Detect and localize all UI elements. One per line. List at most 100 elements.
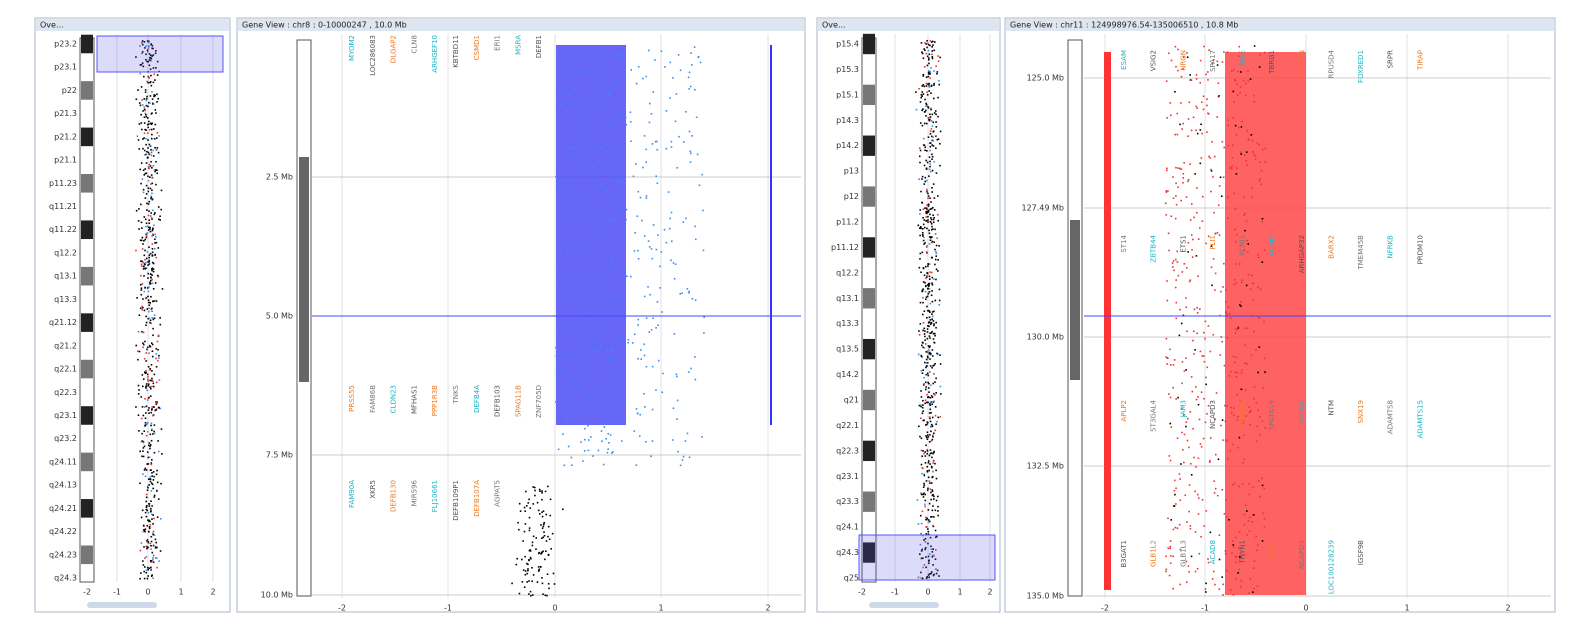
- data-point: [151, 505, 153, 507]
- data-point: [933, 373, 935, 375]
- data-point: [150, 363, 153, 366]
- data-point: [150, 137, 153, 140]
- data-point: [572, 96, 575, 99]
- data-point: [143, 106, 146, 108]
- data-point: [145, 115, 148, 118]
- data-point: [930, 128, 933, 130]
- data-point: [139, 72, 142, 75]
- data-point: [688, 88, 691, 90]
- data-point: [925, 102, 927, 105]
- data-point: [156, 132, 159, 134]
- scrollbar[interactable]: [869, 602, 939, 608]
- data-point: [923, 327, 926, 330]
- data-point: [595, 349, 598, 352]
- data-point: [542, 525, 545, 528]
- data-point: [555, 401, 557, 403]
- data-point: [927, 521, 930, 524]
- data-point: [923, 219, 926, 221]
- data-point: [542, 510, 545, 513]
- data-point: [607, 360, 610, 362]
- data-point: [925, 556, 927, 558]
- data-point: [1211, 284, 1213, 287]
- data-point: [915, 108, 918, 111]
- data-point: [139, 482, 141, 485]
- data-point: [536, 581, 539, 583]
- data-point: [929, 163, 932, 165]
- data-point: [1243, 434, 1245, 437]
- data-point: [928, 454, 931, 457]
- data-point: [140, 122, 143, 124]
- data-point: [637, 318, 640, 321]
- data-point: [1183, 433, 1186, 436]
- data-point: [1189, 219, 1192, 221]
- data-point: [583, 336, 586, 339]
- data-point: [1206, 104, 1208, 107]
- data-point: [156, 60, 159, 63]
- data-point: [1248, 406, 1250, 408]
- data-point: [1235, 173, 1238, 175]
- data-point: [1189, 79, 1192, 81]
- data-point: [668, 227, 671, 230]
- data-point: [1223, 262, 1225, 265]
- data-point: [927, 509, 930, 511]
- scrollbar[interactable]: [87, 602, 157, 608]
- data-point: [635, 82, 638, 85]
- data-point: [152, 300, 154, 303]
- data-point: [149, 480, 152, 483]
- data-point: [926, 396, 929, 399]
- data-point: [929, 358, 931, 360]
- data-point: [937, 213, 939, 216]
- gene-label: VSIG2: [1150, 50, 1158, 71]
- data-point: [920, 271, 922, 274]
- data-point: [150, 123, 153, 126]
- data-point: [140, 221, 143, 224]
- data-point: [931, 283, 934, 286]
- data-point: [1168, 393, 1170, 395]
- data-point: [937, 115, 939, 118]
- data-point: [1185, 425, 1187, 428]
- data-point: [153, 94, 155, 96]
- data-point: [141, 99, 143, 101]
- data-point: [648, 121, 651, 124]
- data-point: [144, 249, 146, 252]
- data-point: [922, 329, 924, 332]
- data-point: [150, 84, 153, 87]
- band-label: q13.3: [54, 295, 77, 304]
- data-point: [149, 226, 151, 229]
- data-point: [150, 128, 153, 131]
- data-point: [150, 422, 153, 425]
- data-point: [922, 235, 924, 237]
- data-point: [929, 408, 932, 411]
- data-point: [920, 404, 922, 406]
- data-point: [539, 490, 541, 492]
- gene-label: MFHAS1: [410, 385, 418, 414]
- data-point: [645, 197, 648, 199]
- data-point: [1257, 256, 1260, 259]
- data-point: [1257, 253, 1259, 256]
- data-point: [147, 60, 149, 63]
- data-point: [528, 516, 531, 519]
- data-point: [152, 514, 154, 516]
- data-point: [153, 169, 156, 171]
- data-point: [926, 316, 928, 319]
- data-point: [925, 284, 927, 287]
- data-point: [147, 264, 149, 266]
- data-point: [563, 464, 566, 467]
- data-point: [1193, 216, 1195, 219]
- data-point: [920, 557, 923, 560]
- data-point: [923, 452, 925, 455]
- data-point: [579, 132, 582, 135]
- data-point: [1203, 45, 1205, 48]
- data-point: [1210, 168, 1212, 171]
- data-point: [929, 40, 932, 42]
- data-point: [927, 528, 929, 530]
- data-point: [921, 412, 924, 415]
- data-point: [150, 463, 153, 466]
- data-point: [155, 112, 157, 114]
- data-point: [929, 397, 932, 399]
- data-point: [1178, 523, 1181, 526]
- data-point: [919, 122, 922, 124]
- gene-label: FLJ10661: [431, 480, 439, 512]
- data-point: [1213, 155, 1216, 158]
- data-point: [147, 295, 149, 298]
